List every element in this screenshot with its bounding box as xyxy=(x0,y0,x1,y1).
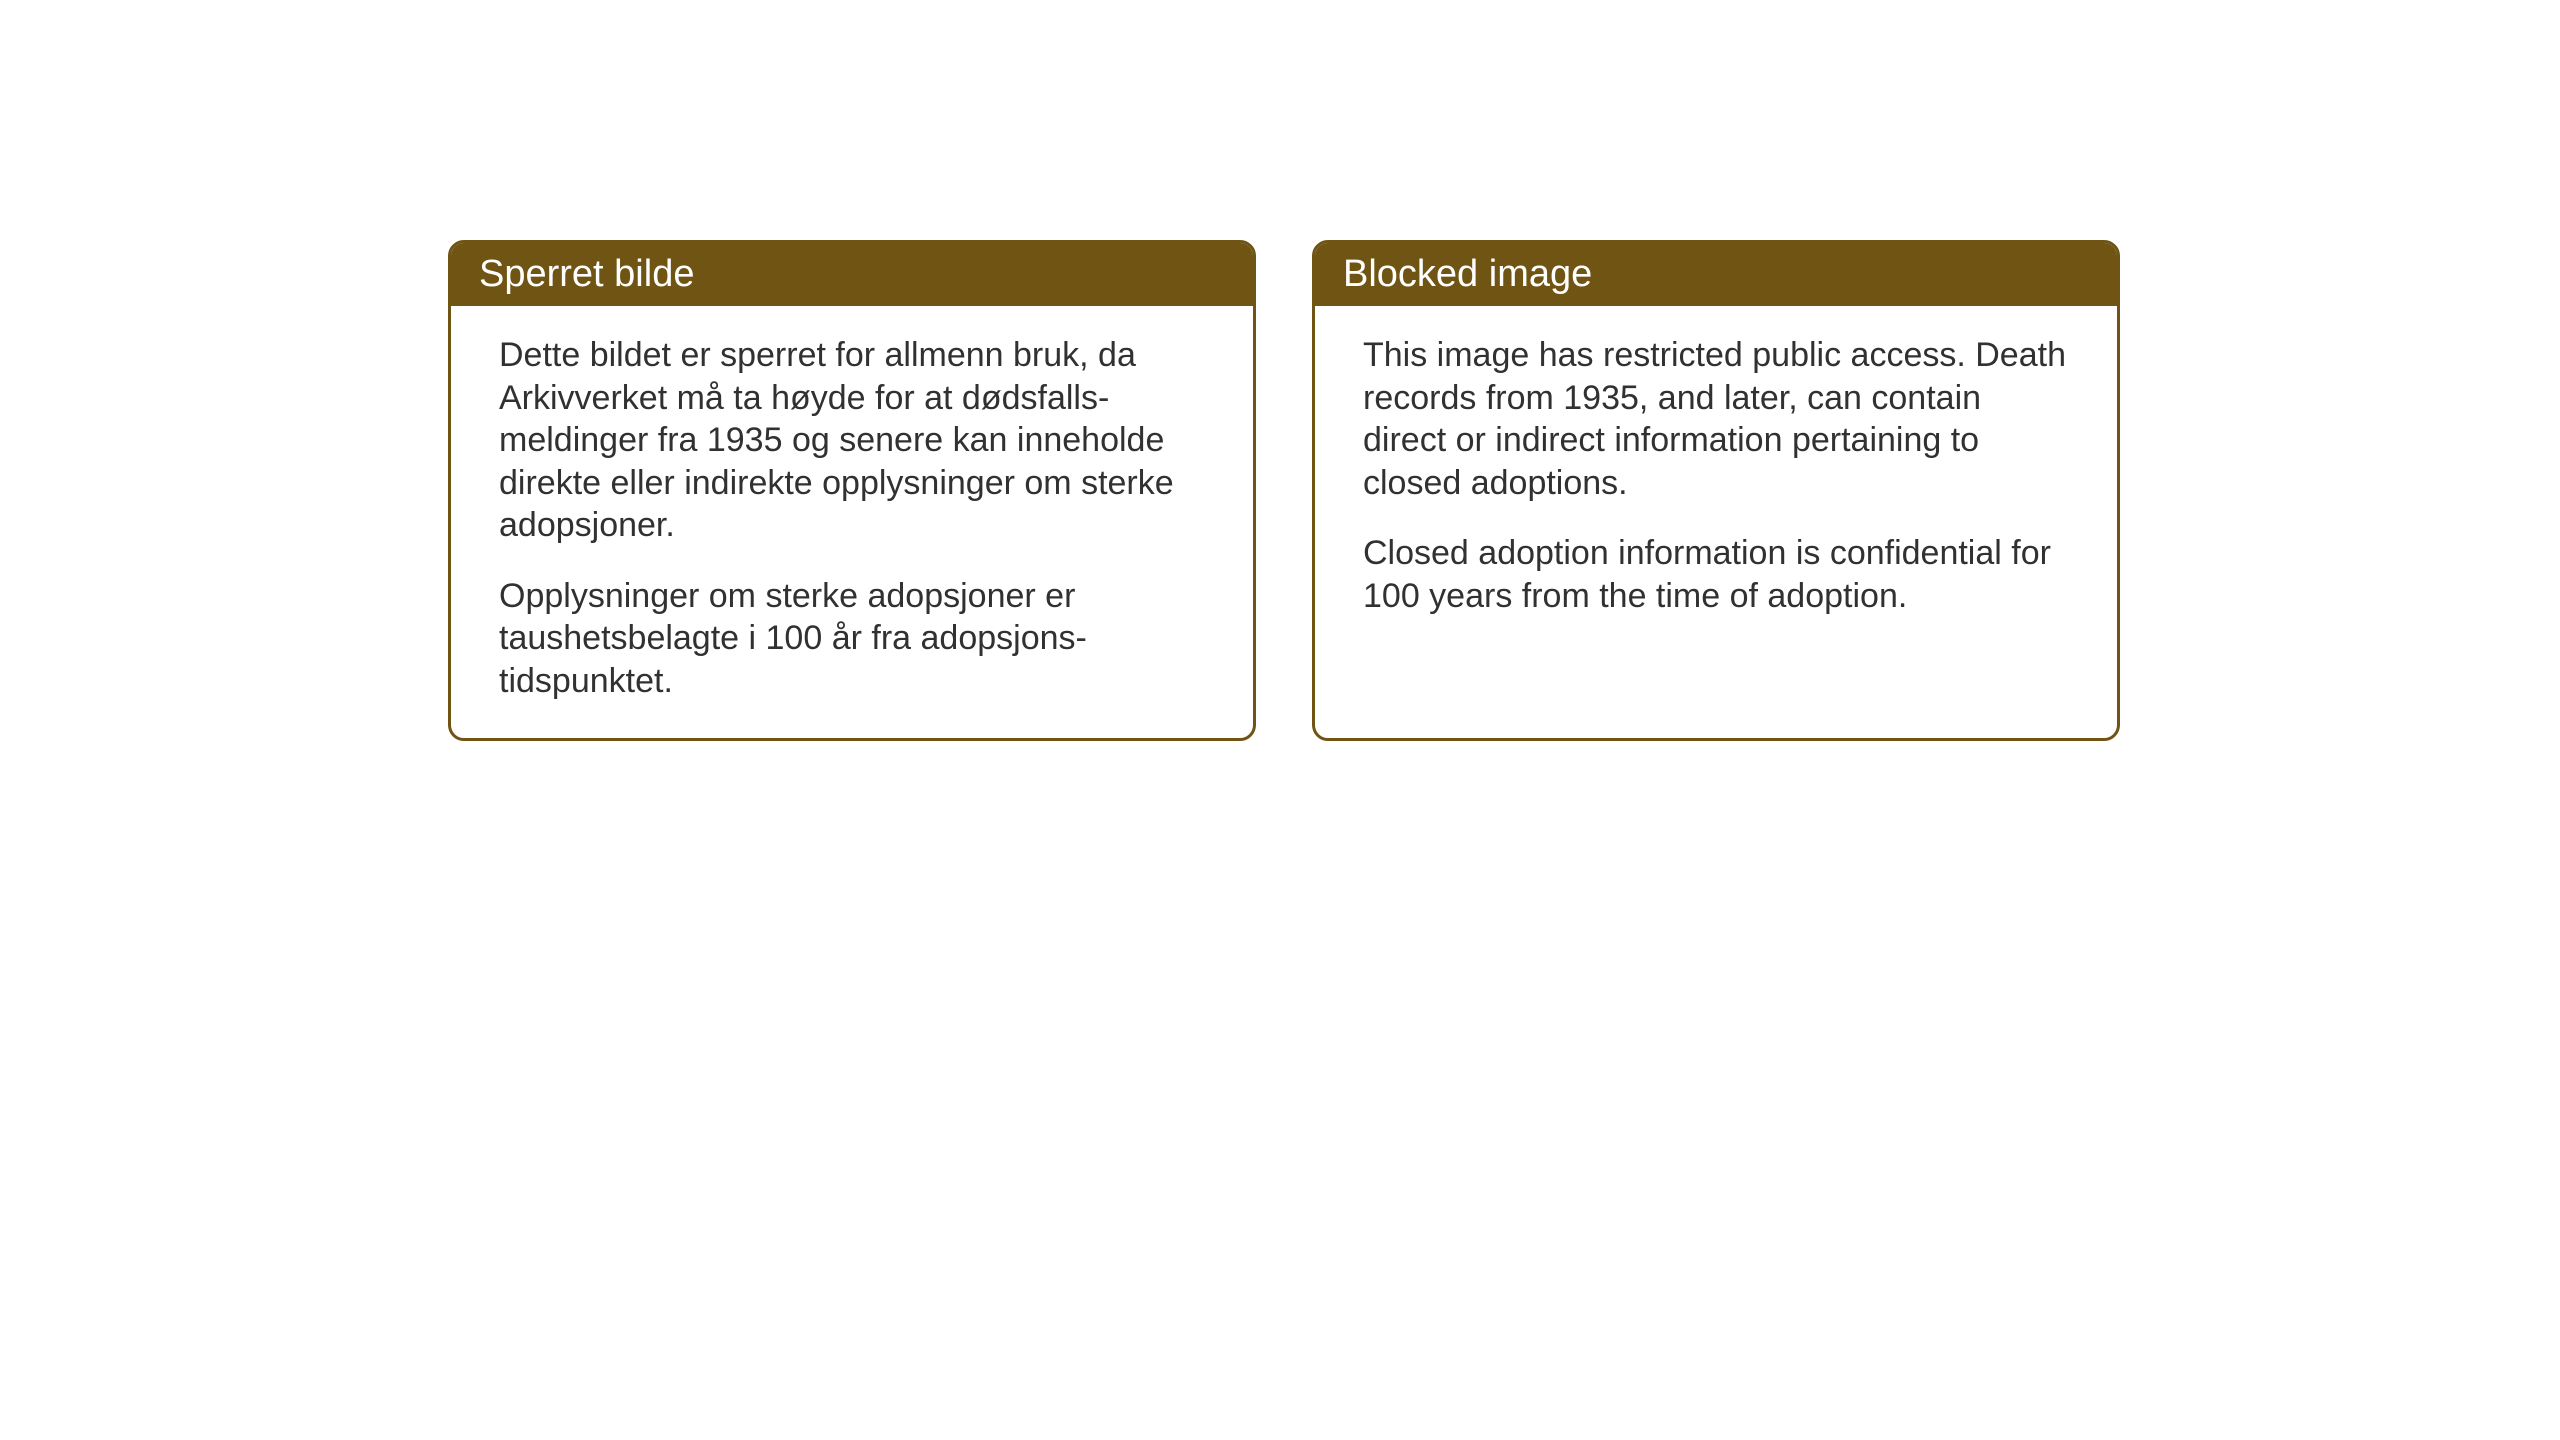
notice-header-english: Blocked image xyxy=(1315,243,2117,306)
notice-box-english: Blocked image This image has restricted … xyxy=(1312,240,2120,741)
notice-paragraph-2-english: Closed adoption information is confident… xyxy=(1363,532,2069,617)
notice-body-english: This image has restricted public access.… xyxy=(1315,306,2117,695)
notice-paragraph-1-english: This image has restricted public access.… xyxy=(1363,334,2069,504)
notice-paragraph-2-norwegian: Opplysninger om sterke adopsjoner er tau… xyxy=(499,575,1205,703)
notice-header-norwegian: Sperret bilde xyxy=(451,243,1253,306)
notice-body-norwegian: Dette bildet er sperret for allmenn bruk… xyxy=(451,306,1253,738)
notice-paragraph-1-norwegian: Dette bildet er sperret for allmenn bruk… xyxy=(499,334,1205,547)
notice-box-norwegian: Sperret bilde Dette bildet er sperret fo… xyxy=(448,240,1256,741)
notice-container: Sperret bilde Dette bildet er sperret fo… xyxy=(448,240,2120,741)
